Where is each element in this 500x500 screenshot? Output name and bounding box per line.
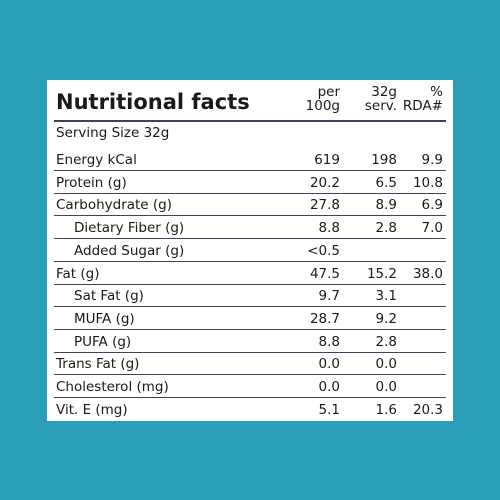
cell: 5.1 (318, 401, 340, 418)
cell: 10.8 (412, 174, 443, 191)
cell: 2.8 (375, 220, 397, 237)
row-label: Cholesterol (mg) (56, 379, 169, 395)
row-label: Carbohydrate (g) (56, 197, 173, 214)
cell: 20.2 (309, 174, 340, 191)
row-rule (54, 260, 446, 262)
column-header: per (317, 84, 340, 100)
cell: 8.9 (375, 197, 397, 214)
cell: 6.9 (421, 197, 443, 214)
row-label: Sat Fat (g) (74, 288, 144, 305)
column-header: % (430, 84, 443, 100)
row-rule (54, 328, 446, 330)
row-label: Fat (g) (56, 265, 100, 282)
cell: 38.0 (412, 265, 443, 282)
row-rule (54, 306, 446, 308)
row-label: Dietary Fiber (g) (74, 220, 185, 237)
row-label: Vit. E (mg) (56, 401, 128, 418)
column-header: serv. (364, 98, 397, 114)
column-header: RDA# (402, 98, 443, 114)
cell: 7.0 (421, 220, 443, 237)
row-label: Trans Fat (g) (56, 356, 140, 373)
cell: 6.5 (375, 174, 397, 191)
row-rule (54, 397, 446, 398)
row-rule (54, 192, 446, 194)
row-label: Energy kCal (56, 152, 137, 168)
cell: 1.6 (375, 401, 397, 418)
cell: 8.8 (318, 220, 340, 237)
cell: 27.8 (309, 197, 340, 214)
cell: 20.3 (412, 401, 443, 418)
row-rule (54, 170, 446, 171)
row-label: Protein (g) (56, 174, 127, 191)
cell: 198 (371, 152, 397, 168)
cell: <0.5 (307, 242, 340, 259)
cell: 619 (314, 152, 340, 168)
header-rule (54, 120, 446, 122)
cell: 9.9 (421, 152, 443, 168)
cell: 2.8 (375, 333, 397, 350)
serving-size: Serving Size 32g (56, 125, 170, 141)
column-header: 32g (371, 84, 397, 100)
cell: 3.1 (375, 288, 397, 305)
cell: 9.2 (375, 310, 397, 327)
cell: 47.5 (309, 265, 340, 282)
row-rule (54, 374, 446, 376)
cell: 28.7 (309, 310, 340, 327)
nutrition-panel: Nutritional facts Serving Size 32g per 10… (47, 80, 453, 421)
cell: 0.0 (375, 379, 397, 395)
cell: 15.2 (366, 265, 397, 282)
row-label: Added Sugar (g) (74, 242, 185, 259)
row-rule (54, 351, 446, 353)
cell: 0.0 (375, 356, 397, 373)
cell: 8.8 (318, 333, 340, 350)
cell: 0.0 (318, 356, 340, 373)
row-label: MUFA (g) (74, 310, 135, 327)
row-rule (54, 215, 446, 217)
column-header: 100g (305, 98, 340, 114)
title: Nutritional facts (56, 90, 250, 114)
cell: 9.7 (318, 288, 340, 305)
row-label: PUFA (g) (74, 333, 132, 350)
cell: 0.0 (318, 379, 340, 395)
row-rule (54, 283, 446, 285)
row-rule (54, 238, 446, 240)
